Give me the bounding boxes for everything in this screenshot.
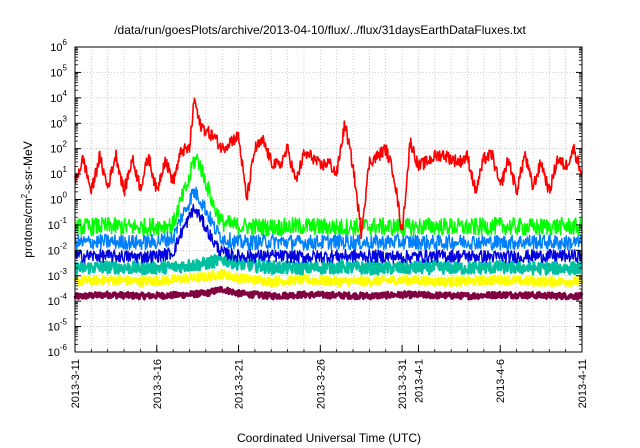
plot-frame (74, 46, 583, 353)
x-tick-label: 2013-3-31 (397, 359, 409, 409)
series-line (74, 186, 583, 251)
y-tick-label: 103 (50, 114, 67, 130)
y-tick-label: 104 (50, 89, 67, 105)
y-tick-label: 10-2 (48, 241, 68, 257)
x-tick-label: 2013-4-6 (495, 359, 507, 403)
y-tick-label: 102 (50, 140, 67, 156)
y-tick-label: 10-6 (48, 343, 68, 359)
x-tick-label: 2013-3-11 (70, 359, 82, 408)
x-tick-label: 2013-4-1 (413, 359, 425, 403)
y-tick-label: 100 (50, 191, 67, 207)
chart-title: /data/run/goesPlots/archive/2013-04-10/f… (114, 23, 526, 37)
x-tick-label: 2013-3-21 (234, 359, 246, 409)
series-line (74, 252, 583, 276)
series-line (73, 285, 584, 301)
series-line (73, 268, 584, 288)
series-line (74, 153, 583, 237)
y-tick-label: 10-4 (48, 292, 68, 308)
x-tick-label: 2013-3-16 (152, 359, 164, 409)
y-tick-label: 10-1 (48, 216, 68, 232)
y-tick-label: 10-5 (48, 318, 68, 334)
y-tick-label: 10-3 (48, 267, 68, 283)
x-tick-label: 2013-3-26 (315, 359, 327, 409)
y-tick-label: 101 (50, 165, 67, 181)
grid (75, 46, 582, 353)
x-axis: 2013-3-11 2013-3-16 2013-3-21 2013-3-26 2013… (70, 345, 589, 409)
x-axis-label: Coordinated Universal Time (UTC) (237, 431, 421, 445)
series-layer (73, 97, 584, 301)
x-tick-label: 2013-4-11 (577, 359, 589, 408)
series-line (74, 97, 583, 240)
y-tick-label: 106 (50, 38, 67, 54)
y-axis: 10-6 10-5 10-4 10-3 10-2 10-1 100 101 102 103 104 1… (48, 38, 582, 359)
series-line (74, 203, 583, 264)
y-axis-label: protons/cm2-s-sr-MeV (20, 141, 35, 257)
y-tick-label: 105 (50, 63, 67, 79)
